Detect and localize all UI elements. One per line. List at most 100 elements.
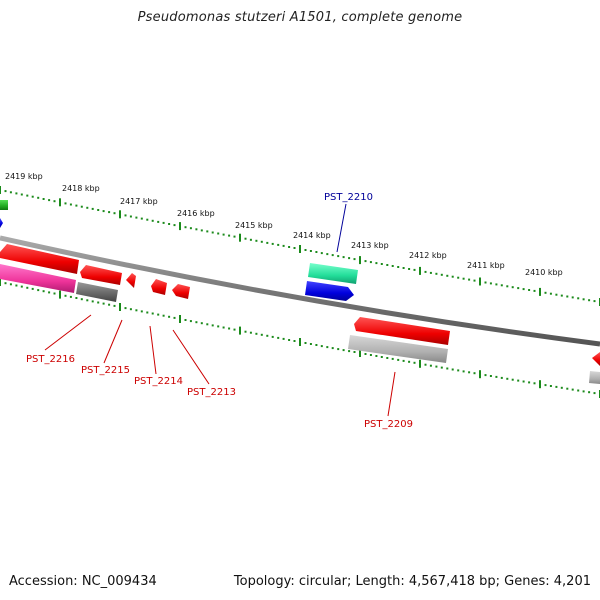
lower-scale-dots (0, 278, 600, 398)
lower-scale-tick (37, 289, 40, 292)
lower-scale-tick (544, 384, 547, 387)
lower-scale-tick (200, 322, 203, 325)
leader-line-pst-2214 (149, 325, 157, 375)
lower-scale-tick (429, 364, 432, 367)
scale-label: 2418 kbp (62, 184, 100, 193)
upper-scale-tick (528, 289, 531, 291)
gene-arrow-blue-small[interactable] (0, 218, 3, 228)
upper-scale-tick (457, 276, 460, 279)
upper-scale-tick (244, 237, 247, 240)
lower-scale-tick (506, 377, 509, 380)
gene-arrow-red-pst-2209[interactable] (354, 317, 450, 345)
gene-arrow-red-1[interactable] (0, 244, 79, 274)
upper-scale-tick (108, 211, 111, 214)
upper-scale-tick (228, 234, 231, 237)
lower-scale-tick (48, 291, 51, 294)
upper-scale-tick (277, 243, 280, 246)
upper-scale-tick (331, 254, 334, 257)
upper-scale-tick (233, 235, 236, 238)
upper-scale-tick (304, 249, 307, 251)
lower-scale-tick (86, 299, 89, 302)
lower-scale-tick (97, 301, 100, 304)
gene-lightgray[interactable] (348, 335, 448, 363)
lower-scale-tick (151, 312, 154, 315)
accession-text: Accession: NC_009434 (9, 574, 157, 589)
upper-scale-tick (500, 284, 503, 287)
upper-scale-tick (26, 194, 29, 197)
gene-arrow-red-edge[interactable] (592, 352, 600, 366)
lower-scale-tick (179, 315, 181, 323)
upper-scale-tick (217, 232, 220, 235)
upper-scale-tick (266, 241, 269, 244)
upper-scale-tick (506, 285, 509, 288)
upper-scale-tick (4, 190, 7, 193)
lower-scale-tick (146, 311, 149, 314)
gene-arrow-red-2[interactable] (80, 265, 122, 285)
upper-scale-tick (206, 230, 209, 233)
upper-scale-tick (533, 289, 536, 292)
lower-scale-tick (473, 372, 476, 375)
gene-label-pst-2213[interactable]: PST_2213 (187, 387, 236, 398)
lower-scale-tick (222, 326, 225, 329)
upper-scale-tick (151, 219, 154, 222)
gene-arrow-pink[interactable] (0, 264, 76, 293)
leader-line-pst-2216 (44, 314, 92, 351)
gene-arrow-red-5[interactable] (172, 284, 190, 299)
gene-arrow-red-4[interactable] (151, 279, 167, 295)
lower-scale-tick (168, 315, 171, 318)
lower-scale-tick (528, 381, 531, 384)
lower-scale-tick (359, 349, 361, 357)
gene-lightgray-edge[interactable] (589, 371, 600, 384)
scale-label: 2411 kbp (467, 261, 505, 270)
lower-scale-tick (489, 375, 492, 377)
lower-scale-tick (31, 287, 34, 290)
leader-line-pst-2213 (172, 329, 210, 385)
upper-scale-tick (397, 266, 400, 268)
gene-label-pst-2215[interactable]: PST_2215 (81, 365, 130, 376)
upper-scale-tick (348, 257, 351, 260)
upper-scale-tick (522, 288, 525, 291)
lower-scale-tick (80, 298, 83, 301)
lower-scale-tick (582, 390, 585, 393)
gene-arrow-green[interactable] (0, 200, 8, 210)
gene-arrow-red-3[interactable] (126, 273, 136, 288)
lower-scale-tick (189, 320, 192, 323)
lower-scale-tick (375, 355, 378, 357)
lower-scale-tick (495, 375, 498, 378)
gene-label-pst-2216[interactable]: PST_2216 (26, 354, 75, 365)
lower-scale-tick (119, 303, 121, 311)
upper-scale-tick (451, 275, 454, 278)
scale-label: 2413 kbp (351, 241, 389, 250)
lower-scale-tick (173, 316, 176, 319)
lower-scale-tick (239, 326, 241, 335)
gene-label-pst-2209[interactable]: PST_2209 (364, 419, 413, 430)
upper-scale-tick (135, 216, 138, 219)
lower-scale-tick (260, 333, 263, 336)
gene-arrow-blue-pst[interactable] (305, 281, 354, 301)
upper-scale-tick (249, 238, 252, 241)
lower-scale-tick (206, 323, 209, 326)
gene-label-pst-2214[interactable]: PST_2214 (134, 376, 183, 387)
upper-scale-tick (375, 262, 378, 265)
upper-scale-tick (48, 199, 51, 202)
lower-scale-tick (326, 346, 329, 349)
upper-scale-tick (102, 210, 105, 213)
upper-scale-tick (342, 256, 345, 259)
lower-scale-tick (413, 361, 416, 364)
lower-scale-tick (593, 392, 596, 395)
lower-scale-tick (53, 292, 56, 295)
upper-scale-tick (593, 300, 596, 303)
upper-scale-tick (539, 287, 541, 296)
gene-gray[interactable] (76, 282, 118, 302)
lower-scale-tick (386, 357, 389, 359)
gene-label-pst-2210[interactable]: PST_2210 (324, 192, 373, 203)
genome-backbone (0, 235, 600, 347)
gene-teal-pst-2210[interactable] (308, 263, 358, 284)
upper-scale-tick (271, 242, 274, 245)
upper-scale-tick (91, 207, 94, 210)
upper-scale-tick (37, 196, 40, 199)
upper-scale-tick (462, 277, 465, 280)
upper-scale-tick (31, 195, 34, 198)
lower-scale-tick (468, 371, 471, 374)
